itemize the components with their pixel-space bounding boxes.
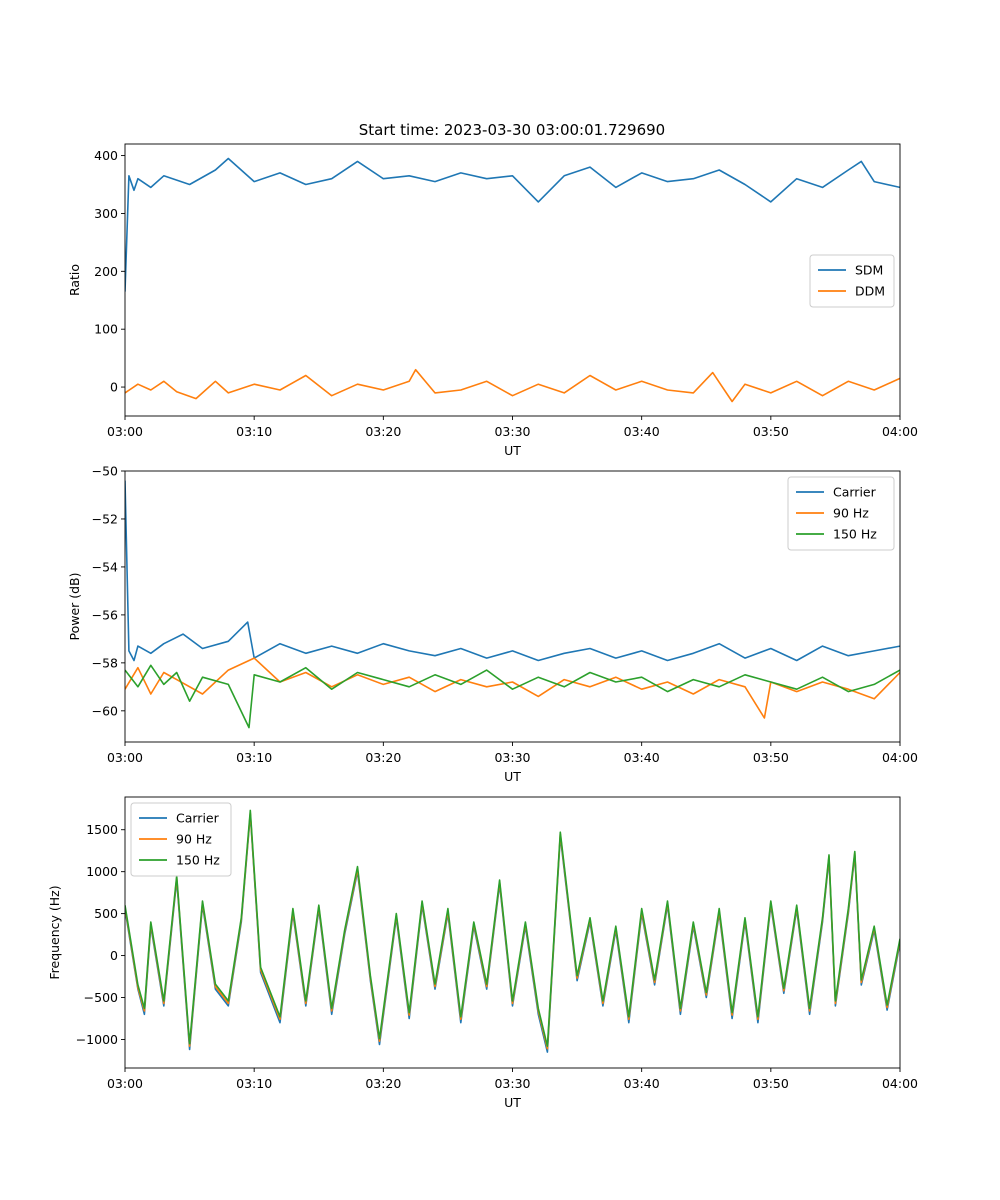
legend-label-sdm: SDM	[855, 263, 883, 278]
y-axis-label: Ratio	[67, 264, 82, 296]
series-line-150-hz	[125, 664, 900, 729]
series-line-carrier	[125, 480, 900, 662]
y-tick-label: 1500	[86, 822, 118, 837]
x-tick-label: 03:40	[624, 424, 660, 439]
chart-panel-2: 03:00 03:10 03:20 03:30 03:40 03:50 04:00 −60 −5…	[67, 464, 918, 785]
legend-label-carrier: Carrier	[176, 811, 220, 826]
y-tick-label: 0	[110, 948, 118, 963]
y-tick-label: 0	[110, 380, 118, 395]
x-axis-label: UT	[504, 1095, 521, 1110]
x-tick-label: 03:20	[365, 1076, 401, 1091]
legend-box	[809, 254, 895, 308]
y-tick-label: 1000	[86, 864, 118, 879]
x-tick-label: 04:00	[882, 1076, 918, 1091]
y-tick-label: −1000	[76, 1032, 118, 1047]
x-tick-label: 03:10	[236, 1076, 272, 1091]
x-tick-label: 03:00	[107, 1076, 143, 1091]
y-axis-label: Frequency (Hz)	[47, 885, 62, 979]
x-tick-label: 03:50	[753, 424, 789, 439]
x-tick-label: 04:00	[882, 750, 918, 765]
x-tick-label: 03:00	[107, 750, 143, 765]
series-line-90-hz	[125, 657, 900, 719]
x-axis-label: UT	[504, 443, 521, 458]
legend-label-150-hz: 150 Hz	[833, 527, 877, 542]
legend-label-90-hz: 90 Hz	[833, 506, 869, 521]
x-tick-label: 03:40	[624, 1076, 660, 1091]
y-tick-label: −60	[92, 703, 118, 718]
x-tick-label: 03:50	[753, 1076, 789, 1091]
y-tick-label: −58	[92, 655, 118, 670]
legend-label-ddm: DDM	[855, 284, 885, 299]
chart-panel-3: 03:00 03:10 03:20 03:30 03:40 03:50 04:00 −1000…	[47, 796, 918, 1110]
legend-label-90-hz: 90 Hz	[176, 832, 212, 847]
x-tick-label: 03:20	[365, 424, 401, 439]
y-tick-label: 200	[94, 264, 118, 279]
legend: Carrier 90 Hz 150 Hz	[130, 802, 232, 877]
legend-box	[787, 476, 895, 551]
x-tick-label: 03:30	[494, 1076, 530, 1091]
y-tick-label: −50	[92, 464, 118, 479]
x-tick-label: 03:20	[365, 750, 401, 765]
charts: 03:00 03:10 03:20 03:30 03:40 03:50 04:00 0 100 2…	[47, 143, 918, 1110]
series-line-ddm	[125, 368, 900, 403]
legend: Carrier 90 Hz 150 Hz	[787, 476, 895, 551]
y-tick-label: −52	[92, 511, 118, 526]
x-tick-label: 03:00	[107, 424, 143, 439]
legend: SDM DDM	[809, 254, 895, 308]
x-tick-label: 03:10	[236, 750, 272, 765]
x-tick-label: 03:50	[753, 750, 789, 765]
legend-box	[130, 802, 232, 877]
x-tick-label: 03:30	[494, 424, 530, 439]
x-tick-label: 03:10	[236, 424, 272, 439]
x-tick-label: 03:40	[624, 750, 660, 765]
y-tick-label: 300	[94, 206, 118, 221]
y-tick-label: 400	[94, 148, 118, 163]
legend-label-150-hz: 150 Hz	[176, 853, 220, 868]
x-tick-label: 04:00	[882, 424, 918, 439]
figure-title: Start time: 2023-03-30 03:00:01.729690	[359, 121, 665, 139]
y-tick-label: −500	[84, 990, 118, 1005]
y-tick-label: 100	[94, 322, 118, 337]
series-line-sdm	[125, 157, 900, 292]
series-line-150-hz	[125, 809, 900, 1047]
y-tick-label: −56	[92, 607, 118, 622]
y-tick-label: 500	[94, 906, 118, 921]
x-tick-label: 03:30	[494, 750, 530, 765]
chart-panel-1: 03:00 03:10 03:20 03:30 03:40 03:50 04:00 0 100 2…	[67, 143, 918, 458]
legend-label-carrier: Carrier	[833, 485, 877, 500]
y-axis-label: Power (dB)	[67, 572, 82, 640]
x-axis-label: UT	[504, 769, 521, 784]
y-tick-label: −54	[92, 559, 118, 574]
